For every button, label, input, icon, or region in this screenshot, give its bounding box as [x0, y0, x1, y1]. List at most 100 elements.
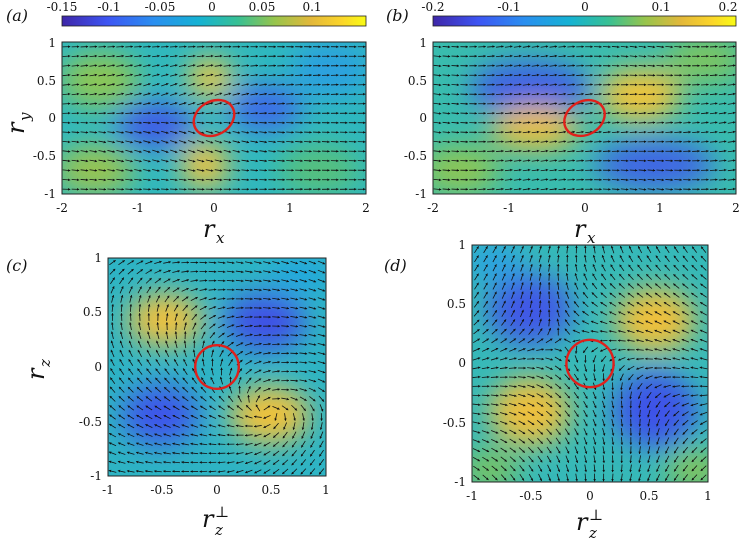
vector-arrowhead [322, 325, 326, 328]
vector-arrowhead [652, 121, 656, 124]
vector-arrowhead [583, 264, 587, 267]
vector-arrowhead [590, 149, 593, 153]
vector-arrowhead [559, 358, 562, 361]
vector-arrowhead [485, 264, 488, 267]
vector-arrowhead [232, 279, 235, 283]
vector-arrowhead [617, 130, 620, 134]
vector-arrowhead [199, 433, 203, 437]
vector-arrowhead [688, 188, 691, 191]
vector-arrowhead [656, 478, 659, 481]
vector-arrowhead [670, 45, 673, 49]
vector-arrowhead [584, 360, 587, 363]
vector-arrowhead [291, 471, 294, 475]
vector-arrowhead [291, 83, 294, 86]
vector-arrowhead [527, 45, 531, 48]
vector-arrowhead [620, 460, 624, 464]
vector-arrowhead [581, 45, 584, 49]
vector-arrowhead [310, 436, 313, 439]
vector-arrowhead [159, 260, 162, 264]
vector-arrowhead [576, 414, 579, 417]
vector-arrowhead [611, 460, 615, 464]
vector-arrowhead [715, 149, 718, 153]
vector-arrowhead [255, 178, 259, 182]
vector-arrowhead [136, 451, 139, 455]
vector-arrowhead [112, 150, 115, 153]
vector-arrowhead [226, 452, 230, 455]
vector-arrowhead [228, 386, 232, 389]
vector-arrowhead [322, 389, 325, 392]
vector-arrowhead [611, 387, 615, 391]
vector-arrowhead [523, 394, 526, 398]
vector-arrowhead [185, 296, 189, 299]
vector-arrowhead [643, 92, 647, 96]
vector-arrowhead [264, 45, 267, 49]
vector-arrowhead [620, 397, 624, 400]
vector-arrowhead [706, 178, 709, 182]
vector-arrowhead [478, 375, 481, 379]
vector-arrowhead [519, 92, 522, 96]
vector-arrowhead [504, 412, 508, 416]
vector-arrowhead [354, 159, 357, 163]
vector-arrowhead [176, 296, 179, 299]
vector-arrowhead [519, 178, 522, 181]
vector-arrowhead [148, 102, 151, 105]
vector-arrowhead [336, 159, 339, 163]
vector-arrowhead [255, 131, 258, 134]
vector-arrowhead [137, 340, 141, 344]
vector-arrowhead [572, 121, 575, 124]
c-ytick-5: -1 [90, 469, 102, 483]
vector-arrowhead [590, 159, 593, 162]
vector-arrowhead [545, 178, 549, 181]
vector-arrowhead [259, 351, 262, 355]
vector-arrowhead [673, 432, 677, 436]
vector-arrowhead [700, 422, 703, 425]
vector-arrowhead [565, 319, 568, 322]
vector-arrowhead [527, 149, 531, 153]
vector-arrowhead [235, 470, 239, 474]
vector-arrowhead [645, 376, 648, 380]
vector-arrowhead [250, 261, 253, 265]
vector-arrowhead [530, 318, 533, 322]
vector-arrowhead [697, 83, 700, 86]
vector-arrowhead [201, 150, 205, 154]
cbar-b-tick-5: 0.2 [718, 0, 737, 14]
vector-arrowhead [109, 396, 113, 399]
vector-arrowhead [519, 64, 522, 67]
vector-arrowhead [682, 459, 686, 463]
vector-arrowhead [485, 273, 488, 277]
vector-arrowhead [94, 83, 98, 86]
vector-arrowhead [501, 54, 504, 58]
vector-arrowhead [119, 368, 122, 371]
vector-arrowhead [645, 338, 648, 342]
vector-arrowhead [474, 178, 477, 182]
vector-arrowhead [165, 340, 168, 344]
vector-arrowhead [286, 315, 289, 319]
vector-arrowhead [532, 385, 535, 389]
vector-arrowhead [647, 414, 650, 418]
vector-arrowhead [647, 405, 650, 409]
vector-arrowhead [204, 288, 208, 291]
vector-arrowhead [237, 131, 241, 134]
vector-arrowhead [94, 178, 98, 182]
vector-arrowhead [301, 444, 304, 448]
vector-arrowhead [672, 385, 675, 388]
vector-arrowhead [643, 169, 647, 172]
vector-arrowhead [148, 92, 151, 96]
vector-arrowhead [539, 478, 542, 481]
vector-arrowhead [264, 73, 267, 77]
vector-arrowhead [474, 187, 477, 191]
vector-arrowhead [228, 111, 232, 115]
vector-arrowhead [310, 462, 313, 466]
vector-arrowhead [643, 111, 647, 115]
vector-arrowhead [483, 149, 486, 153]
vector-arrowhead [237, 395, 241, 398]
vector-arrowhead [172, 405, 176, 409]
vector-arrowhead [277, 279, 280, 283]
vector-arrowhead [190, 433, 194, 436]
vector-arrowhead [645, 366, 648, 370]
vector-arrowhead [263, 443, 267, 447]
vector-arrowhead [700, 255, 704, 259]
vector-arrowhead [145, 415, 149, 418]
vector-arrowhead [609, 311, 612, 314]
vector-arrowhead [572, 64, 575, 67]
